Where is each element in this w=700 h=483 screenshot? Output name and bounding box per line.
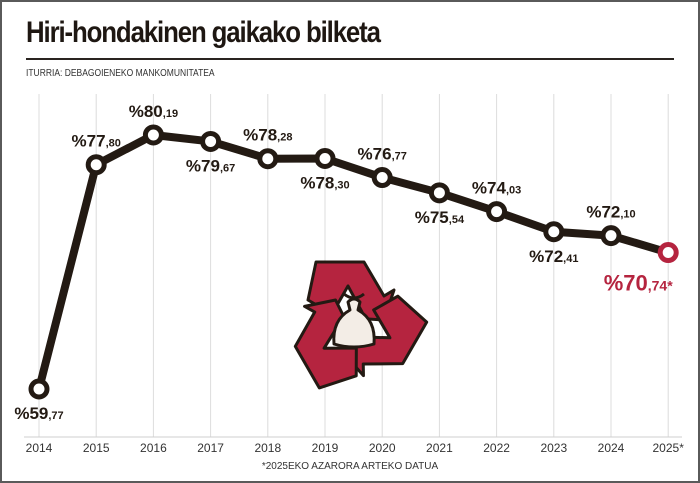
data-label-decimal: ,28 [277, 132, 292, 144]
x-tick-label: 2022 [483, 441, 510, 455]
data-label-decimal: ,54 [449, 214, 465, 226]
data-label-decimal: ,03 [506, 185, 521, 197]
data-point [314, 147, 336, 169]
data-label: %80,19 [129, 102, 178, 121]
data-label: %79,67 [186, 156, 235, 175]
data-label-integer: %80 [129, 102, 163, 121]
data-point [657, 242, 679, 264]
data-label-integer: %76 [358, 145, 392, 164]
data-label-decimal: ,74* [648, 278, 673, 294]
x-tick-label: 2016 [140, 441, 167, 455]
data-label-integer: %78 [300, 173, 334, 192]
source-note: ITURRIA: DEBAGOIENEKO MANKOMUNITATEA [26, 68, 215, 79]
data-label: %75,54 [415, 208, 465, 227]
data-point [257, 148, 279, 170]
chart-title: Hiri-hondakinen gaikako bilketa [26, 16, 381, 49]
x-tick-label: 2014 [26, 441, 53, 455]
data-point [85, 154, 107, 176]
data-label-integer: %74 [472, 179, 507, 198]
x-tick-label: 2024 [598, 441, 625, 455]
data-label: %70,74* [604, 271, 674, 296]
data-point [600, 225, 622, 247]
data-point [428, 182, 450, 204]
data-point [28, 378, 50, 400]
data-label-integer: %75 [415, 208, 449, 227]
data-label-decimal: ,77 [48, 410, 63, 422]
data-label: %78,28 [243, 126, 292, 145]
data-label-decimal: ,80 [106, 138, 121, 150]
data-label: %76,77 [358, 145, 407, 164]
data-label-decimal: ,19 [163, 108, 178, 120]
data-label: %74,03 [472, 179, 521, 198]
data-label-decimal: ,30 [334, 179, 349, 191]
data-point [543, 221, 565, 243]
x-tick-label: 2015 [83, 441, 110, 455]
data-label-integer: %59 [14, 404, 48, 423]
footnote: *2025EKO AZARORA ARTEKO DATUA [261, 461, 439, 472]
data-label-decimal: ,67 [220, 162, 235, 174]
data-label-decimal: ,10 [620, 209, 635, 221]
data-point [486, 201, 508, 223]
data-point [200, 130, 222, 152]
title-divider [26, 58, 674, 60]
x-tick-label: 2023 [540, 441, 567, 455]
data-point [371, 167, 393, 189]
x-tick-label: 2018 [254, 441, 281, 455]
x-tick-label: 2025* [653, 441, 685, 455]
data-label-decimal: ,41 [563, 253, 578, 265]
data-label-integer: %72 [529, 247, 563, 266]
data-label: %78,30 [300, 173, 349, 192]
data-label: %77,80 [72, 132, 121, 151]
recycling-bag-icon [293, 260, 429, 390]
data-label: %72,10 [586, 203, 635, 222]
data-label-integer: %79 [186, 156, 220, 175]
data-label-integer: %78 [243, 126, 277, 145]
data-label: %72,41 [529, 247, 578, 266]
data-label: %59,77 [14, 404, 63, 423]
data-point [142, 124, 164, 146]
x-tick-label: 2021 [426, 441, 453, 455]
x-tick-label: 2017 [197, 441, 224, 455]
data-label-decimal: ,77 [392, 151, 407, 163]
x-tick-label: 2020 [369, 441, 396, 455]
data-label-integer: %77 [72, 132, 106, 151]
data-label-integer: %72 [586, 203, 620, 222]
x-tick-label: 2019 [312, 441, 339, 455]
data-label-integer: %70 [604, 271, 648, 296]
